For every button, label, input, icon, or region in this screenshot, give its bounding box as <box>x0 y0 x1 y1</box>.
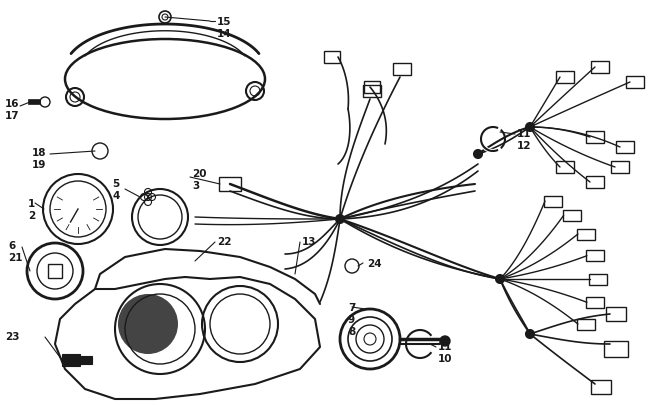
Text: 20: 20 <box>192 168 207 179</box>
Circle shape <box>526 124 534 132</box>
Bar <box>586 177 604 189</box>
Text: 22: 22 <box>217 237 231 246</box>
Bar <box>219 177 241 192</box>
Bar <box>62 354 80 366</box>
Bar <box>363 86 381 98</box>
Text: 23: 23 <box>5 331 20 341</box>
Circle shape <box>336 215 344 224</box>
Text: 16: 16 <box>5 99 20 109</box>
Text: 2: 2 <box>28 211 35 220</box>
Text: 8: 8 <box>348 326 356 336</box>
Text: 14: 14 <box>217 29 231 39</box>
Bar <box>324 52 340 64</box>
Text: 18: 18 <box>32 148 47 158</box>
Bar <box>586 251 604 262</box>
Text: 4: 4 <box>112 190 120 200</box>
Text: 13: 13 <box>302 237 317 246</box>
Text: 12: 12 <box>517 141 532 151</box>
Bar <box>591 62 609 74</box>
Bar <box>577 229 595 240</box>
Bar <box>604 341 628 357</box>
Circle shape <box>496 275 504 284</box>
Circle shape <box>526 330 534 338</box>
Text: 21: 21 <box>8 252 23 262</box>
Bar <box>589 274 607 285</box>
Bar <box>563 210 580 221</box>
Bar <box>80 356 92 364</box>
Text: 7: 7 <box>348 302 356 312</box>
Bar <box>611 162 629 174</box>
Bar <box>586 132 604 144</box>
Text: 9: 9 <box>348 314 355 324</box>
Bar <box>364 82 380 94</box>
Bar <box>616 142 634 153</box>
Bar <box>28 100 40 105</box>
Circle shape <box>474 151 482 159</box>
Bar <box>606 307 626 321</box>
Text: 6: 6 <box>8 241 15 250</box>
Bar <box>556 72 574 84</box>
Circle shape <box>440 336 450 346</box>
Bar <box>626 77 644 89</box>
Bar <box>586 297 604 308</box>
Text: 24: 24 <box>367 258 382 269</box>
Text: 19: 19 <box>32 160 46 170</box>
Bar <box>591 380 611 394</box>
Bar <box>48 264 62 278</box>
Bar <box>556 162 574 174</box>
Text: 5: 5 <box>112 179 119 189</box>
Bar <box>577 319 595 330</box>
Text: 3: 3 <box>192 181 200 190</box>
Bar <box>544 196 562 207</box>
Circle shape <box>118 294 178 354</box>
Text: 1: 1 <box>28 198 35 209</box>
Text: 17: 17 <box>5 111 20 121</box>
Text: 11: 11 <box>517 129 532 139</box>
Text: 15: 15 <box>217 17 231 27</box>
Bar <box>393 64 411 76</box>
Text: 11: 11 <box>438 341 452 351</box>
Text: 10: 10 <box>438 353 452 363</box>
